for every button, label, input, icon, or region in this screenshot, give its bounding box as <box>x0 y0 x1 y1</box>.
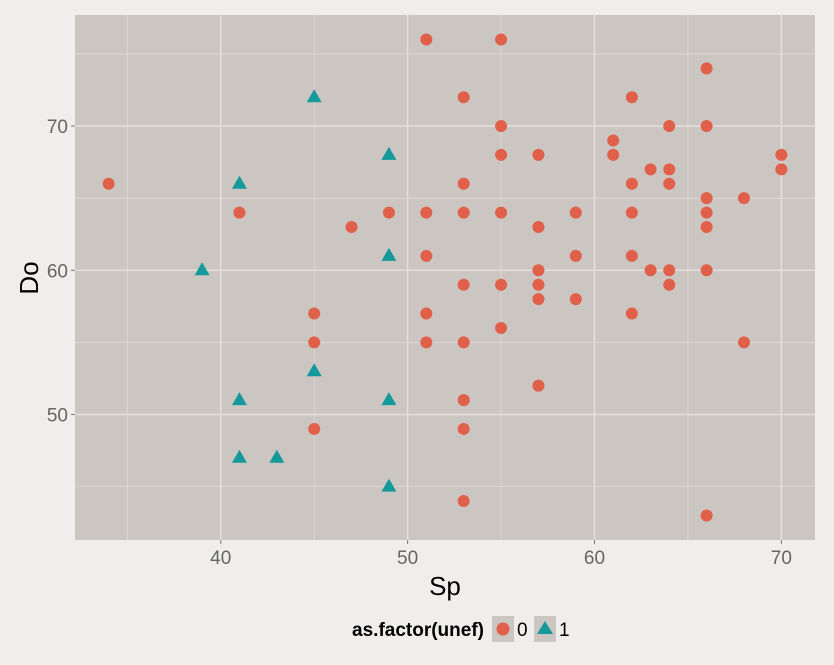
legend-marker-0 <box>496 622 510 636</box>
data-point-0 <box>420 249 433 262</box>
data-point-0 <box>569 293 582 306</box>
data-point-1 <box>306 363 322 377</box>
data-point-0 <box>644 264 657 277</box>
data-point-0 <box>644 163 657 176</box>
data-point-0 <box>532 221 545 234</box>
y-tick-label: 60 <box>47 261 68 282</box>
data-point-0 <box>625 206 638 219</box>
data-point-0 <box>569 206 582 219</box>
data-point-1 <box>381 392 397 406</box>
legend-marker-1 <box>537 621 553 634</box>
data-point-0 <box>457 91 470 104</box>
data-point-0 <box>532 148 545 161</box>
data-point-0 <box>420 33 433 46</box>
data-point-0 <box>495 33 508 46</box>
data-point-0 <box>457 206 470 219</box>
x-tick-label: 60 <box>584 548 605 569</box>
legend-label-1: 1 <box>559 620 570 641</box>
data-point-1 <box>381 247 397 261</box>
data-point-0 <box>700 264 713 277</box>
data-point-1 <box>381 478 397 492</box>
data-point-0 <box>625 177 638 190</box>
data-point-1 <box>381 146 397 160</box>
data-point-0 <box>308 422 321 435</box>
data-point-0 <box>345 221 358 234</box>
data-point-0 <box>775 148 788 161</box>
data-point-0 <box>457 495 470 508</box>
legend: as.factor(unef) 0 1 <box>352 616 570 642</box>
y-tick-label: 50 <box>47 406 68 427</box>
data-point-0 <box>308 336 321 349</box>
y-axis-label: Do <box>14 261 44 294</box>
plot-panel <box>75 15 815 540</box>
data-point-0 <box>532 379 545 392</box>
data-point-0 <box>700 120 713 133</box>
data-point-0 <box>607 134 620 147</box>
data-point-0 <box>102 177 115 190</box>
data-point-0 <box>495 278 508 291</box>
data-point-0 <box>495 120 508 133</box>
data-point-0 <box>532 293 545 306</box>
data-point-0 <box>663 120 676 133</box>
data-point-0 <box>625 307 638 320</box>
data-point-0 <box>700 221 713 234</box>
legend-title: as.factor(unef) <box>352 620 484 641</box>
data-point-0 <box>625 91 638 104</box>
data-point-0 <box>495 321 508 334</box>
data-point-0 <box>700 509 713 522</box>
data-point-0 <box>233 206 246 219</box>
data-point-0 <box>532 278 545 291</box>
data-point-0 <box>532 264 545 277</box>
data-point-0 <box>700 62 713 75</box>
data-point-0 <box>457 177 470 190</box>
x-axis-label: Sp <box>429 571 461 601</box>
data-point-0 <box>663 264 676 277</box>
x-tick-label: 40 <box>210 548 231 569</box>
data-point-0 <box>420 307 433 320</box>
data-point-0 <box>569 249 582 262</box>
data-point-1 <box>231 449 247 463</box>
data-point-0 <box>737 336 750 349</box>
data-point-0 <box>663 177 676 190</box>
data-point-0 <box>663 278 676 291</box>
data-point-0 <box>420 206 433 219</box>
data-point-0 <box>607 148 620 161</box>
data-point-1 <box>231 392 247 406</box>
legend-label-0: 0 <box>517 620 528 641</box>
data-point-0 <box>625 249 638 262</box>
data-point-1 <box>194 262 210 276</box>
data-point-0 <box>420 336 433 349</box>
data-point-0 <box>308 307 321 320</box>
data-point-0 <box>457 336 470 349</box>
data-point-0 <box>457 422 470 435</box>
data-point-0 <box>495 206 508 219</box>
data-point-0 <box>700 206 713 219</box>
data-point-0 <box>457 278 470 291</box>
data-point-0 <box>495 148 508 161</box>
data-point-1 <box>231 175 247 189</box>
data-point-1 <box>306 89 322 103</box>
data-point-0 <box>382 206 395 219</box>
x-tick-label: 50 <box>397 548 418 569</box>
data-point-0 <box>457 394 470 407</box>
x-tick-label: 70 <box>771 548 792 569</box>
y-tick-label: 70 <box>47 117 68 138</box>
data-point-0 <box>737 192 750 205</box>
data-point-1 <box>269 449 285 463</box>
data-point-0 <box>700 192 713 205</box>
data-point-0 <box>775 163 788 176</box>
data-point-0 <box>663 163 676 176</box>
